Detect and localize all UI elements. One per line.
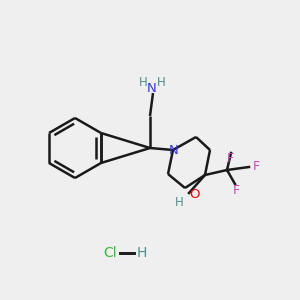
Text: O: O <box>189 188 199 200</box>
Text: F: F <box>252 160 260 173</box>
Text: F: F <box>232 184 240 196</box>
Text: H: H <box>157 76 165 89</box>
Text: N: N <box>169 143 179 157</box>
Text: F: F <box>226 152 234 166</box>
Text: H: H <box>175 196 183 209</box>
Text: Cl: Cl <box>103 246 117 260</box>
Text: H: H <box>137 246 147 260</box>
Text: H: H <box>139 76 147 89</box>
Text: N: N <box>147 82 157 95</box>
